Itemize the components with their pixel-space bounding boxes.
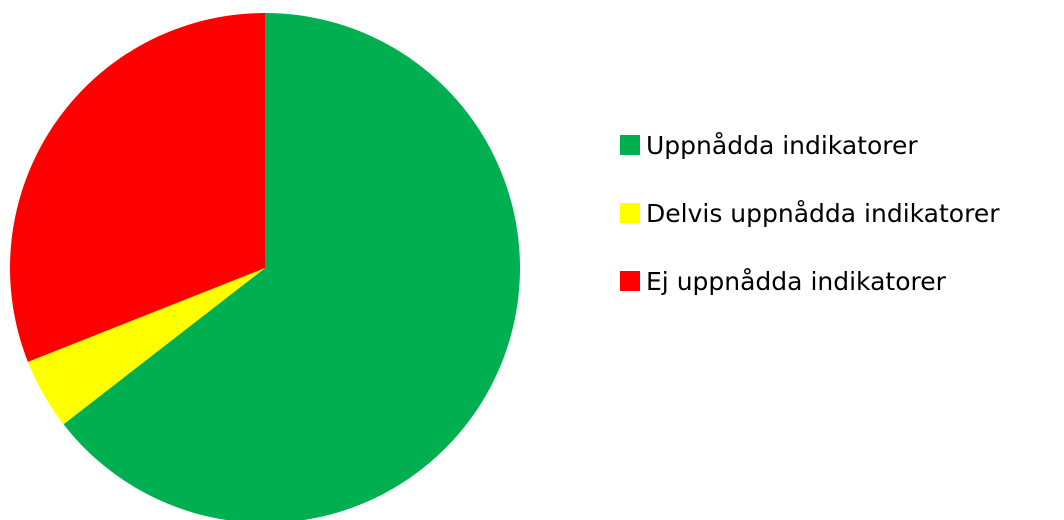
legend-label-1: Delvis uppnådda indikatorer (646, 199, 1000, 228)
pie-slice-2 (10, 13, 266, 362)
legend-swatch-0 (620, 135, 640, 155)
legend-item-0: Uppnådda indikatorer (620, 131, 918, 160)
pie-slice-0 (63, 13, 520, 520)
legend-label-2: Ej uppnådda indikatorer (646, 267, 947, 296)
legend-item-1: Delvis uppnådda indikatorer (620, 199, 1000, 228)
pie-slice-1 (27, 268, 265, 425)
legend-swatch-1 (620, 203, 640, 223)
legend-label-0: Uppnådda indikatorer (646, 131, 918, 160)
legend-item-2: Ej uppnådda indikatorer (620, 267, 947, 296)
legend: Uppnådda indikatorer Delvis uppnådda indi… (620, 131, 1000, 296)
legend-swatch-2 (620, 271, 640, 291)
pie-slices (10, 13, 520, 520)
